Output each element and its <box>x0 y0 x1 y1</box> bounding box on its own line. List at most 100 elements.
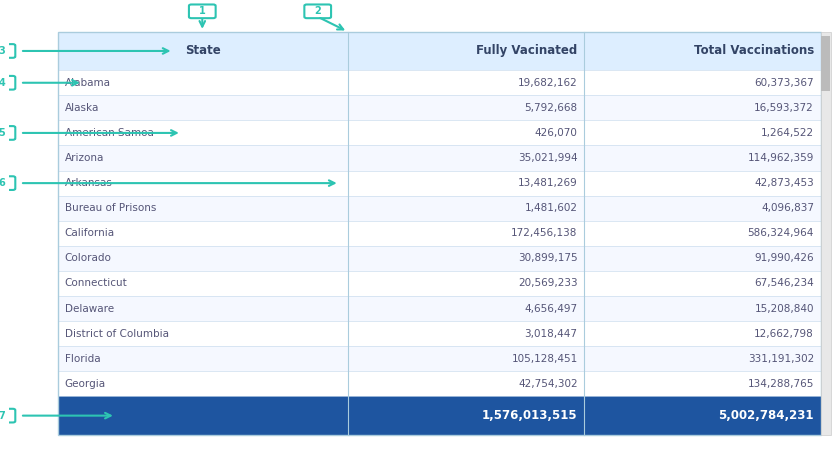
FancyBboxPatch shape <box>584 396 821 435</box>
Text: Total Vaccinations: Total Vaccinations <box>694 44 814 58</box>
Text: 42,873,453: 42,873,453 <box>755 178 814 188</box>
FancyBboxPatch shape <box>0 126 15 140</box>
Text: 91,990,426: 91,990,426 <box>755 253 814 263</box>
Text: 12,662,798: 12,662,798 <box>755 329 814 339</box>
Text: 5,002,784,231: 5,002,784,231 <box>719 409 814 422</box>
FancyBboxPatch shape <box>304 5 331 18</box>
Text: 60,373,367: 60,373,367 <box>755 78 814 88</box>
Text: 6: 6 <box>0 178 5 188</box>
Text: Alabama: Alabama <box>65 78 111 88</box>
Text: 5: 5 <box>0 128 5 138</box>
FancyBboxPatch shape <box>348 145 584 171</box>
FancyBboxPatch shape <box>58 221 348 246</box>
Text: 19,682,162: 19,682,162 <box>518 78 577 88</box>
FancyBboxPatch shape <box>348 321 584 346</box>
Text: 105,128,451: 105,128,451 <box>511 354 577 364</box>
FancyBboxPatch shape <box>58 120 348 145</box>
Text: 7: 7 <box>0 410 5 421</box>
FancyBboxPatch shape <box>58 246 348 271</box>
FancyBboxPatch shape <box>584 120 821 145</box>
FancyBboxPatch shape <box>58 95 348 120</box>
Text: Colorado: Colorado <box>65 253 112 263</box>
FancyBboxPatch shape <box>58 196 348 221</box>
FancyBboxPatch shape <box>348 296 584 321</box>
Text: 134,288,765: 134,288,765 <box>748 379 814 389</box>
Text: Fully Vacinated: Fully Vacinated <box>476 44 577 58</box>
Text: 4,656,497: 4,656,497 <box>525 304 577 313</box>
Text: Delaware: Delaware <box>65 304 114 313</box>
Text: 331,191,302: 331,191,302 <box>748 354 814 364</box>
FancyBboxPatch shape <box>58 145 348 171</box>
Text: 1,264,522: 1,264,522 <box>761 128 814 138</box>
FancyBboxPatch shape <box>0 409 15 423</box>
FancyBboxPatch shape <box>0 44 15 58</box>
Bar <box>821 32 831 435</box>
Text: Arkansas: Arkansas <box>65 178 112 188</box>
FancyBboxPatch shape <box>58 396 348 435</box>
FancyBboxPatch shape <box>584 32 821 70</box>
FancyBboxPatch shape <box>584 95 821 120</box>
FancyBboxPatch shape <box>584 321 821 346</box>
Text: 42,754,302: 42,754,302 <box>518 379 577 389</box>
Text: 67,546,234: 67,546,234 <box>755 279 814 289</box>
FancyBboxPatch shape <box>0 176 15 190</box>
FancyBboxPatch shape <box>348 221 584 246</box>
Text: 16,593,372: 16,593,372 <box>755 103 814 113</box>
Text: 3,018,447: 3,018,447 <box>525 329 577 339</box>
Text: Alaska: Alaska <box>65 103 99 113</box>
Text: 35,021,994: 35,021,994 <box>518 153 577 163</box>
FancyBboxPatch shape <box>348 271 584 296</box>
Text: 15,208,840: 15,208,840 <box>755 304 814 313</box>
FancyBboxPatch shape <box>348 70 584 95</box>
FancyBboxPatch shape <box>348 396 584 435</box>
Text: 114,962,359: 114,962,359 <box>748 153 814 163</box>
FancyBboxPatch shape <box>584 171 821 196</box>
Text: State: State <box>185 44 221 58</box>
Text: 5,792,668: 5,792,668 <box>525 103 577 113</box>
FancyBboxPatch shape <box>348 371 584 396</box>
Text: Bureau of Prisons: Bureau of Prisons <box>65 203 156 213</box>
Text: 3: 3 <box>0 46 5 56</box>
Bar <box>821 36 830 91</box>
FancyBboxPatch shape <box>584 371 821 396</box>
Text: Arizona: Arizona <box>65 153 104 163</box>
FancyBboxPatch shape <box>348 346 584 371</box>
FancyBboxPatch shape <box>584 145 821 171</box>
Text: American Samoa: American Samoa <box>65 128 153 138</box>
Text: 172,456,138: 172,456,138 <box>511 228 577 238</box>
Text: Georgia: Georgia <box>65 379 106 389</box>
FancyBboxPatch shape <box>348 196 584 221</box>
Text: 1,576,013,515: 1,576,013,515 <box>482 409 577 422</box>
FancyBboxPatch shape <box>348 95 584 120</box>
Text: 426,070: 426,070 <box>535 128 577 138</box>
FancyBboxPatch shape <box>584 196 821 221</box>
FancyBboxPatch shape <box>58 70 348 95</box>
FancyBboxPatch shape <box>584 296 821 321</box>
Text: District of Columbia: District of Columbia <box>65 329 168 339</box>
Text: Connecticut: Connecticut <box>65 279 127 289</box>
Text: 4,096,837: 4,096,837 <box>761 203 814 213</box>
FancyBboxPatch shape <box>189 5 216 18</box>
Text: 1: 1 <box>199 6 206 16</box>
FancyBboxPatch shape <box>584 246 821 271</box>
Text: 2: 2 <box>314 6 321 16</box>
FancyBboxPatch shape <box>58 346 348 371</box>
FancyBboxPatch shape <box>584 70 821 95</box>
Text: Florida: Florida <box>65 354 100 364</box>
FancyBboxPatch shape <box>0 76 15 90</box>
Text: 1,481,602: 1,481,602 <box>525 203 577 213</box>
FancyBboxPatch shape <box>348 246 584 271</box>
Text: California: California <box>65 228 115 238</box>
FancyBboxPatch shape <box>58 171 348 196</box>
Text: 30,899,175: 30,899,175 <box>518 253 577 263</box>
FancyBboxPatch shape <box>58 296 348 321</box>
Text: 13,481,269: 13,481,269 <box>518 178 577 188</box>
FancyBboxPatch shape <box>348 120 584 145</box>
Text: 586,324,964: 586,324,964 <box>748 228 814 238</box>
FancyBboxPatch shape <box>584 221 821 246</box>
FancyBboxPatch shape <box>58 371 348 396</box>
Text: 20,569,233: 20,569,233 <box>518 279 577 289</box>
FancyBboxPatch shape <box>58 271 348 296</box>
FancyBboxPatch shape <box>348 171 584 196</box>
FancyBboxPatch shape <box>584 271 821 296</box>
